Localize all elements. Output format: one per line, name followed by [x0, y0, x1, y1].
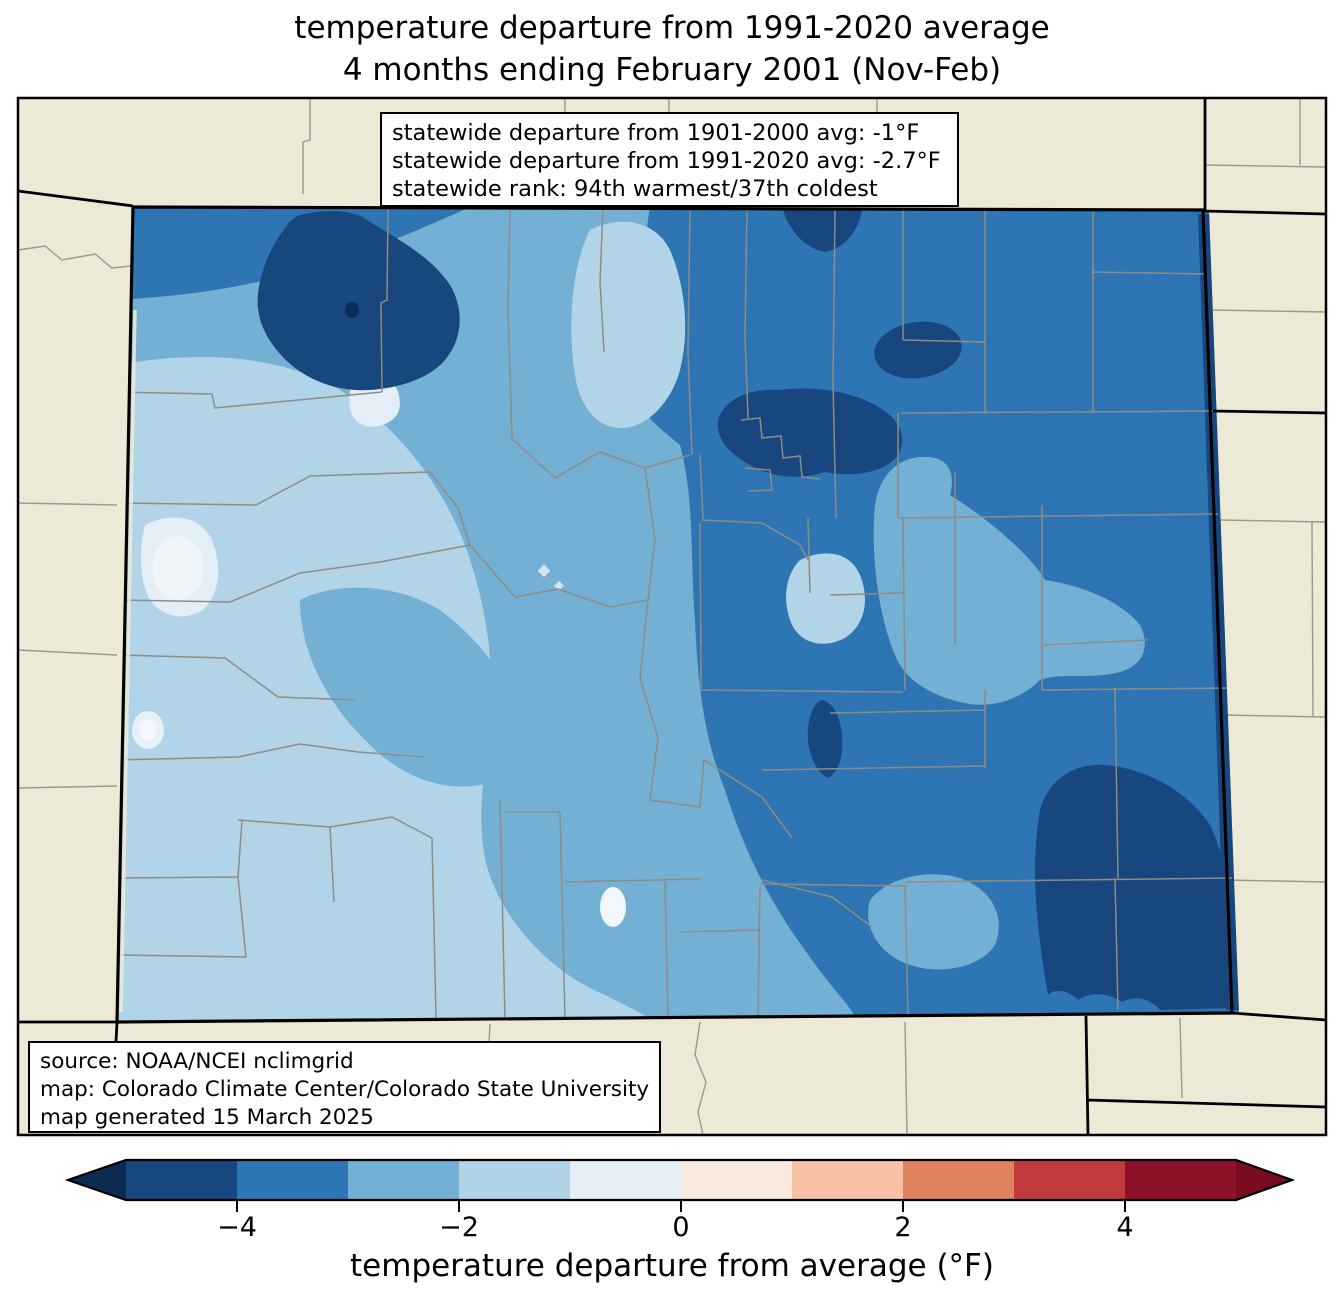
colorado-state-border — [115, 205, 1234, 1024]
stats-line-rank: statewide rank: 94th warmest/37th coldes… — [392, 176, 878, 202]
colorbar-arrow-high — [1236, 1160, 1292, 1200]
temperature-contour-field — [117, 207, 1239, 1022]
colorbar-tick-label: 0 — [672, 1212, 690, 1243]
stats-line-1991-2020: statewide departure from 1991-2020 avg: … — [392, 148, 941, 174]
colorbar-axis-label: temperature departure from average (°F) — [350, 1248, 994, 1284]
map-title-line2: 4 months ending February 2001 (Nov-Feb) — [342, 52, 1002, 88]
colorbar-tick-label: 2 — [894, 1212, 912, 1243]
neighbor-state-borders — [18, 98, 1326, 1135]
colorbar-tick-label: 4 — [1116, 1212, 1134, 1243]
source-line: source: NOAA/NCEI nclimgrid — [40, 1049, 354, 1074]
map-credit-line: map: Colorado Climate Center/Colorado St… — [40, 1077, 650, 1102]
map-title-line1: temperature departure from 1991-2020 ave… — [294, 10, 1050, 46]
statewide-stats-box: statewide departure from 1901-2000 avg: … — [380, 112, 959, 207]
colorbar-tick-label: −4 — [217, 1212, 257, 1243]
colorado-county-lines — [117, 207, 1233, 1021]
map-frame — [16, 96, 1328, 1137]
colorbar-tick-marks — [236, 1200, 1126, 1212]
source-attribution-box: source: NOAA/NCEI nclimgrid map: Colorad… — [28, 1041, 661, 1133]
colorbar — [64, 1158, 1296, 1212]
colorbar-tick-label: −2 — [439, 1212, 479, 1243]
colorbar-arrow-low — [68, 1160, 126, 1200]
generated-date-line: map generated 15 March 2025 — [40, 1105, 374, 1130]
map-frame-contents — [18, 98, 1326, 1135]
stats-line-1901-2000: statewide departure from 1901-2000 avg: … — [392, 120, 920, 146]
colorbar-outline — [64, 1158, 1296, 1202]
